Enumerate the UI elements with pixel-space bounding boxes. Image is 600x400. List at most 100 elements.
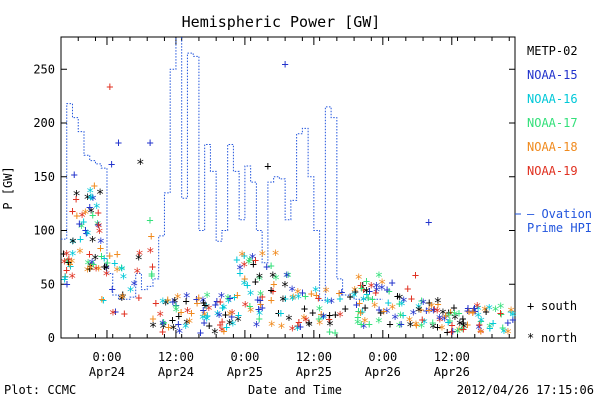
data-point: * bbox=[360, 321, 368, 337]
data-point: + bbox=[98, 249, 105, 263]
data-point: * bbox=[248, 251, 256, 267]
data-point: + bbox=[223, 320, 230, 334]
data-point: * bbox=[417, 320, 425, 336]
data-point: + bbox=[469, 306, 476, 320]
data-point: * bbox=[126, 284, 134, 300]
data-point: + bbox=[119, 287, 126, 301]
data-point: + bbox=[66, 257, 73, 271]
data-point: + bbox=[338, 285, 345, 299]
data-point: * bbox=[367, 280, 375, 296]
timestamp: 2012/04/26 17:15:06 bbox=[457, 383, 594, 397]
data-point: + bbox=[315, 311, 322, 325]
data-point: + bbox=[149, 259, 156, 273]
data-point: + bbox=[504, 316, 511, 330]
data-point: * bbox=[211, 326, 219, 342]
data-point: * bbox=[429, 306, 437, 322]
data-point: * bbox=[205, 303, 213, 319]
data-point: * bbox=[69, 236, 77, 252]
data-point: * bbox=[391, 312, 399, 328]
data-point: + bbox=[95, 205, 102, 219]
data-point: + bbox=[394, 289, 401, 303]
data-point: + bbox=[263, 260, 270, 274]
x-tick-label-date: Apr24 bbox=[158, 365, 194, 379]
data-point: * bbox=[326, 319, 334, 335]
data-point: + bbox=[89, 208, 96, 222]
data-point: + bbox=[425, 303, 432, 317]
data-point: * bbox=[268, 319, 276, 335]
data-point: + bbox=[326, 325, 333, 339]
data-point: + bbox=[213, 294, 220, 308]
data-point: * bbox=[118, 291, 126, 307]
data-point: + bbox=[464, 301, 471, 315]
data-point: * bbox=[86, 262, 94, 278]
data-point: + bbox=[375, 303, 382, 317]
data-point: + bbox=[450, 301, 457, 315]
data-point: * bbox=[93, 219, 101, 235]
data-point: * bbox=[81, 207, 89, 223]
data-point: * bbox=[375, 315, 383, 331]
data-point: * bbox=[453, 326, 461, 342]
data-point: * bbox=[414, 302, 422, 318]
data-point: * bbox=[256, 289, 264, 305]
data-point: * bbox=[76, 246, 84, 262]
data-point: + bbox=[442, 308, 449, 322]
data-point: * bbox=[172, 304, 180, 320]
data-point: + bbox=[201, 315, 208, 329]
data-point: + bbox=[404, 282, 411, 296]
data-point: + bbox=[486, 321, 493, 335]
data-point: + bbox=[112, 304, 119, 318]
data-point: * bbox=[87, 261, 95, 277]
data-point: + bbox=[259, 289, 266, 303]
ovation-label-line1: — Ovation bbox=[527, 207, 592, 221]
data-point: + bbox=[413, 318, 420, 332]
data-point: + bbox=[366, 317, 373, 331]
data-point: + bbox=[222, 308, 229, 322]
data-point: * bbox=[246, 305, 254, 321]
data-point: * bbox=[234, 314, 242, 330]
data-point: * bbox=[439, 307, 447, 323]
data-point: + bbox=[86, 247, 93, 261]
data-point: * bbox=[60, 257, 68, 273]
data-point: + bbox=[172, 299, 179, 313]
data-point: * bbox=[288, 284, 296, 300]
data-point: * bbox=[509, 310, 517, 326]
data-point: + bbox=[148, 269, 155, 283]
data-point: + bbox=[90, 257, 97, 271]
data-point: + bbox=[497, 306, 504, 320]
data-point: * bbox=[77, 221, 85, 237]
data-point: + bbox=[445, 315, 452, 329]
data-point: + bbox=[499, 320, 506, 334]
data-point: + bbox=[201, 298, 208, 312]
data-point: + bbox=[135, 290, 142, 304]
data-point: + bbox=[169, 313, 176, 327]
data-point: * bbox=[226, 318, 234, 334]
legend-item: NOAA-15 bbox=[527, 68, 578, 82]
data-point: * bbox=[281, 280, 289, 296]
data-point: + bbox=[175, 309, 182, 323]
data-point: * bbox=[162, 298, 170, 314]
data-point: * bbox=[456, 318, 464, 334]
data-point-sample: + bbox=[106, 79, 113, 93]
data-point: + bbox=[234, 288, 241, 302]
data-point: * bbox=[504, 326, 512, 342]
north-marker-label: north bbox=[541, 331, 577, 345]
data-point: + bbox=[206, 318, 213, 332]
data-point: * bbox=[435, 313, 443, 329]
data-point: * bbox=[285, 313, 293, 329]
data-point: + bbox=[509, 312, 516, 326]
data-point: + bbox=[444, 325, 451, 339]
data-point: * bbox=[378, 282, 386, 298]
data-point: * bbox=[229, 318, 237, 334]
y-tick-label: 250 bbox=[33, 62, 55, 76]
data-point: + bbox=[445, 306, 452, 320]
legend: METP-02 NOAA-15 NOAA-16 NOAA-17 NOAA-18 NOAA-… bbox=[527, 44, 578, 178]
data-point: + bbox=[315, 291, 322, 305]
data-point: + bbox=[172, 298, 179, 312]
data-point: * bbox=[241, 300, 249, 316]
data-point: + bbox=[61, 272, 68, 286]
data-point: * bbox=[474, 303, 482, 319]
data-point: + bbox=[412, 268, 419, 282]
data-point: * bbox=[119, 271, 127, 287]
data-point: + bbox=[219, 301, 226, 315]
x-tick-label-time: 12:00 bbox=[434, 350, 470, 364]
